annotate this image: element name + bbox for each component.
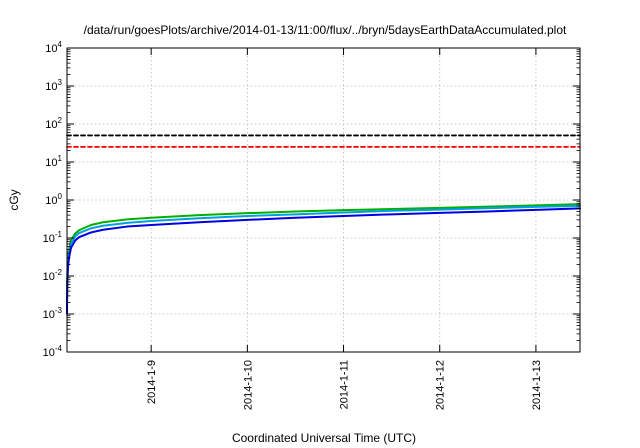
y-tick-label: 103 (45, 78, 62, 93)
y-tick-label: 10-1 (43, 230, 63, 245)
series-line-lightblue (66, 204, 581, 312)
series-line-blue (66, 207, 581, 315)
y-tick-exponent: 3 (58, 78, 63, 87)
x-tick-label: 2014-1-10 (242, 360, 254, 410)
y-tick-exponent: 0 (58, 192, 63, 201)
y-tick-label: 10-3 (43, 306, 63, 321)
y-tick-exponent: 1 (58, 154, 63, 163)
y-tick-label: 102 (45, 116, 62, 131)
y-tick-exponent: -2 (55, 268, 63, 277)
series-line-green (66, 203, 581, 309)
y-tick-exponent: 4 (58, 40, 63, 49)
x-tick-label: 2014-1-12 (435, 360, 447, 410)
y-tick-exponent: 2 (58, 116, 63, 125)
y-axis-label: cGy (7, 189, 21, 210)
series-layer (66, 134, 581, 315)
y-tick-label: 101 (45, 154, 62, 169)
x-tick-label: 2014-1-11 (339, 360, 351, 409)
y-tick-label: 100 (45, 192, 62, 207)
y-tick-exponent: -3 (55, 306, 63, 315)
y-tick-label: 10-4 (43, 344, 63, 359)
ticks (67, 47, 580, 353)
x-tick-label: 2014-1-9 (146, 360, 158, 404)
x-tick-label: 2014-1-13 (531, 360, 543, 410)
x-tick-labels: 2014-1-9 2014-1-10 2014-1-11 2014-1-12 2014-… (146, 360, 543, 410)
y-tick-label: 104 (45, 40, 62, 55)
grid (67, 48, 580, 352)
y-tick-label: 10-2 (43, 268, 63, 283)
chart-title: /data/run/goesPlots/archive/2014-01-13/1… (84, 23, 567, 37)
y-tick-exponent: -1 (55, 230, 63, 239)
y-tick-exponent: -4 (55, 344, 63, 353)
x-axis-label: Coordinated Universal Time (UTC) (232, 431, 416, 445)
